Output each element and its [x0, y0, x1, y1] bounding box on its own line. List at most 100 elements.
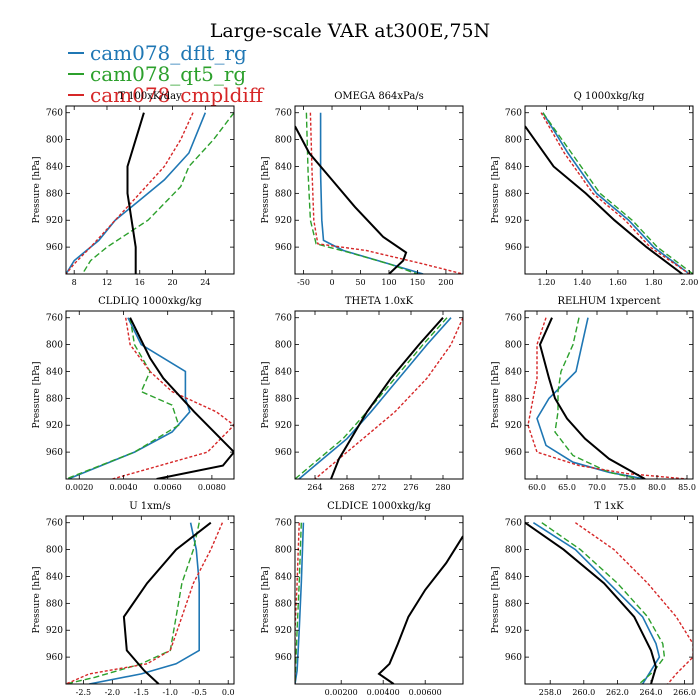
x-tick-label: 0.00400 — [367, 688, 400, 697]
series-line-black — [122, 521, 212, 684]
series-line-red — [66, 522, 224, 684]
y-tick-label: 840 — [505, 572, 522, 582]
series-line-black — [538, 317, 646, 479]
x-tick-label: 70.0 — [588, 483, 606, 492]
x-tick-label: -50 — [297, 278, 310, 287]
y-tick-label: 920 — [46, 216, 63, 226]
plot-frame — [294, 105, 464, 275]
y-tick-label: 760 — [275, 519, 292, 529]
series-line-green — [295, 522, 302, 684]
y-tick-label: 920 — [275, 421, 292, 431]
x-tick-label: 268 — [339, 483, 354, 492]
plot-frame — [65, 310, 235, 480]
legend-item-3: cam078_cmpldiff — [68, 84, 263, 105]
x-tick-label: 0.00200 — [325, 688, 358, 697]
plot-frame — [65, 515, 235, 685]
series-line-blue — [298, 317, 452, 479]
y-tick-label: 960 — [505, 653, 522, 663]
x-tick-label: -1.0 — [163, 688, 178, 697]
y-axis-label: Pressure [hPa] — [491, 361, 501, 428]
y-tick-label: 800 — [505, 546, 522, 556]
y-tick-label: 840 — [46, 162, 63, 172]
panel-8: CLDICE 1000xkg/kg Pressure [hPa] 760 800 840… — [261, 501, 464, 697]
figure-legend: cam078_dflt_rg cam078_qt5_rg cam078_cmpl… — [68, 42, 263, 105]
series-line-red — [66, 112, 194, 274]
series-line-blue — [295, 522, 305, 684]
x-tick-label: 0.0 — [222, 688, 235, 697]
y-axis-label: Pressure [hPa] — [491, 566, 501, 633]
x-tick-label: -0.5 — [192, 688, 207, 697]
y-axis-label: Pressure [hPa] — [32, 566, 42, 633]
x-tick-label: 0.0020 — [65, 483, 93, 492]
series-line-red — [295, 522, 300, 684]
panel-6: RELHUM 1xpercent Pressure [hPa] 760 800 840 8… — [491, 296, 696, 492]
series-line-green — [81, 112, 234, 274]
x-tick-label: 150 — [410, 278, 425, 287]
x-tick-label: 12 — [102, 278, 112, 287]
y-tick-label: 920 — [275, 626, 292, 636]
plot-frame — [294, 515, 464, 685]
x-tick-label: 280 — [435, 483, 450, 492]
y-tick-label: 920 — [46, 421, 63, 431]
x-tick-label: 100 — [381, 278, 396, 287]
y-tick-label: 760 — [505, 519, 522, 529]
plot-frame — [524, 310, 694, 480]
y-tick-label: 800 — [275, 546, 292, 556]
y-tick-label: 760 — [46, 519, 63, 529]
figure-title: Large-scale VAR at300E,75N — [209, 20, 491, 42]
y-tick-label: 840 — [46, 367, 63, 377]
y-tick-label: 800 — [46, 136, 63, 146]
panel-title: U 1xm/s — [129, 501, 171, 512]
panel-1: T 100xK/day Pressure [hPa] 760 800 840 880 920… — [32, 91, 235, 287]
x-tick-label: 1.80 — [645, 278, 663, 287]
series-line-blue — [536, 317, 646, 479]
series-line-black — [377, 535, 463, 684]
x-tick-label: 50 — [355, 278, 365, 287]
y-tick-label: 800 — [46, 546, 63, 556]
series-line-black — [525, 125, 683, 274]
series-line-black — [126, 112, 145, 274]
y-tick-label: 760 — [275, 109, 292, 119]
y-tick-label: 760 — [505, 314, 522, 324]
panel-title: RELHUM 1xpercent — [557, 296, 660, 307]
series-line-black — [295, 125, 408, 274]
x-tick-label: 8 — [72, 278, 77, 287]
panel-4: CLDLIQ 1000xkg/kg Pressure [hPa] 760 800 840… — [32, 296, 235, 492]
plot-frame — [65, 105, 235, 275]
y-tick-label: 760 — [46, 109, 63, 119]
legend-swatch-1 — [68, 51, 84, 54]
y-tick-label: 960 — [275, 448, 292, 458]
panel-5: THETA 1.0xK Pressure [hPa] 760 800 840 880 920… — [261, 296, 464, 492]
series-line-blue — [89, 522, 200, 684]
x-tick-label: -2.5 — [76, 688, 91, 697]
y-tick-label: 760 — [505, 109, 522, 119]
panel-title: CLDICE 1000xkg/kg — [327, 501, 431, 512]
y-tick-label: 840 — [275, 367, 292, 377]
y-tick-label: 960 — [46, 448, 63, 458]
panel-7: U 1xm/s Pressure [hPa] 760 800 840 880 920 960 -… — [32, 501, 235, 697]
panel-title: T 1xK — [594, 501, 624, 512]
y-tick-label: 880 — [46, 189, 63, 199]
y-tick-label: 840 — [46, 572, 63, 582]
y-tick-label: 920 — [505, 626, 522, 636]
y-tick-label: 960 — [46, 653, 63, 663]
series-line-blue — [66, 112, 207, 274]
y-tick-label: 840 — [275, 162, 292, 172]
plot-frame — [524, 105, 694, 275]
x-tick-label: 258.0 — [539, 688, 562, 697]
plot-frame — [524, 515, 694, 685]
x-tick-label: 1.40 — [573, 278, 591, 287]
y-tick-label: 920 — [46, 626, 63, 636]
x-tick-label: 260.0 — [572, 688, 595, 697]
x-tick-label: 2.00 — [681, 278, 699, 287]
x-tick-label: 200 — [438, 278, 453, 287]
legend-label-1: cam078_dflt_rg — [90, 40, 247, 65]
x-tick-label: 75.0 — [618, 483, 636, 492]
y-tick-label: 880 — [275, 394, 292, 404]
y-axis-label: Pressure [hPa] — [261, 361, 271, 428]
series-line-green — [542, 112, 693, 274]
x-tick-label: 0.0080 — [198, 483, 226, 492]
series-line-blue — [319, 112, 424, 274]
series-line-green — [305, 112, 418, 274]
